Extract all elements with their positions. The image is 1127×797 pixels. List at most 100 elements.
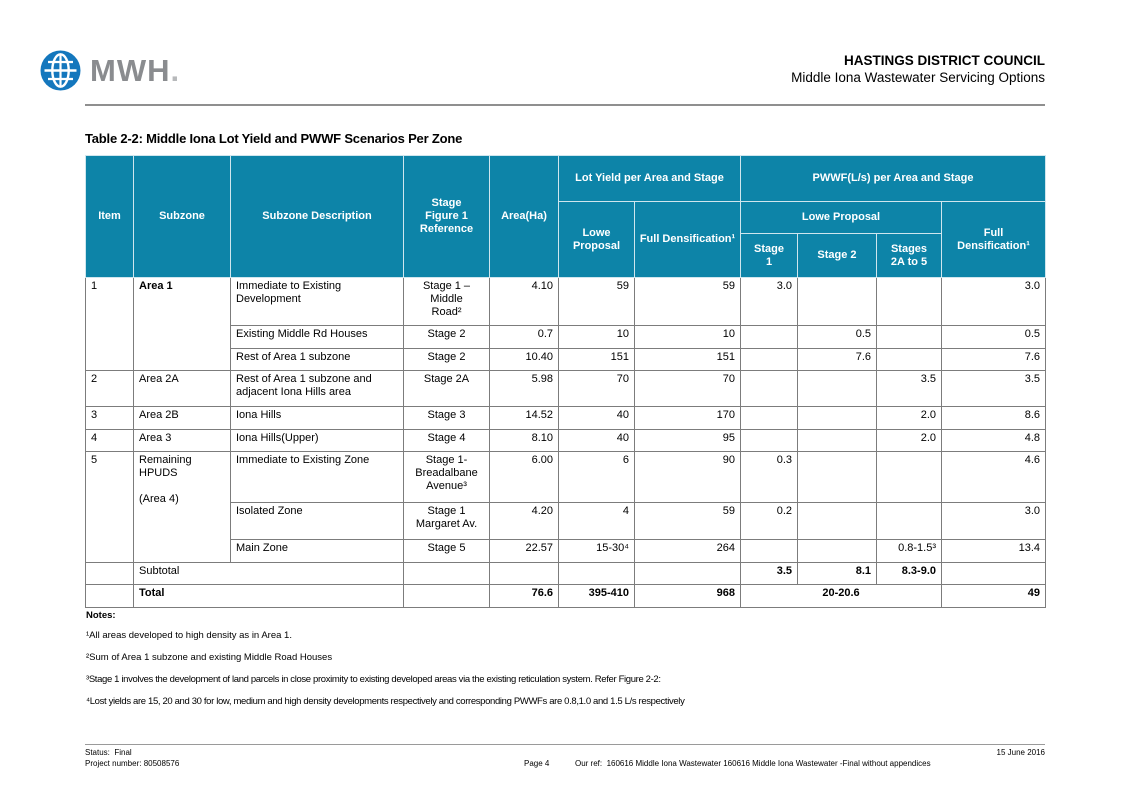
cell-pwwf-stage2 bbox=[797, 406, 877, 430]
table-row: Isolated Zone Stage 1 Margaret Av. 4.20 … bbox=[86, 502, 1047, 540]
cell-pwwf-stage1: 3.0 bbox=[740, 277, 798, 326]
col-stages-2a-5: Stages 2A to 5 bbox=[876, 233, 942, 278]
cell-subzone: Area 2B bbox=[133, 406, 231, 430]
cell-stage: Stage 3 bbox=[403, 406, 490, 430]
cell-stage bbox=[403, 562, 490, 585]
cell-area: 22.57 bbox=[489, 539, 559, 563]
cell-lot-full: 70 bbox=[634, 370, 741, 407]
cell-pwwf-full: 0.5 bbox=[940, 325, 1047, 349]
col-stage-2: Stage 2 bbox=[797, 233, 877, 278]
cell-description: Immediate to Existing Development bbox=[230, 277, 404, 326]
cell-description: Iona Hills bbox=[230, 406, 404, 430]
cell-pwwf-stage1 bbox=[740, 406, 798, 430]
mwh-logo: MWH. bbox=[40, 50, 180, 91]
document-title: Middle Iona Wastewater Servicing Options bbox=[791, 70, 1045, 85]
cell-stage: Stage 4 bbox=[403, 429, 490, 452]
logo-period: . bbox=[170, 52, 181, 88]
cell-stage: Stage 1 Margaret Av. bbox=[403, 502, 490, 540]
table-row: Existing Middle Rd Houses Stage 2 0.7 10… bbox=[86, 325, 1047, 349]
cell-pwwf-full: 7.6 bbox=[940, 348, 1047, 371]
cell-pwwf-stages2a5: 0.8-1.5³ bbox=[876, 539, 942, 563]
cell-lot-lowe bbox=[558, 562, 635, 585]
cell-description: Rest of Area 1 subzone and adjacent Iona… bbox=[230, 370, 404, 407]
subtotal-stage2: 8.1 bbox=[797, 562, 877, 585]
subtotal-full bbox=[940, 562, 1047, 585]
subtotal-stage1: 3.5 bbox=[740, 562, 798, 585]
cell-pwwf-stages2a5 bbox=[876, 451, 942, 503]
table-row: Rest of Area 1 subzone Stage 2 10.40 151… bbox=[86, 348, 1047, 371]
subtotal-row: Subtotal 3.5 8.1 8.3-9.0 bbox=[85, 562, 1047, 585]
header-row-1: Item Subzone Subzone Description Stage F… bbox=[85, 155, 1047, 278]
cell-area: 8.10 bbox=[489, 429, 559, 452]
footer-project-number: Project number: 80508576 bbox=[85, 759, 180, 768]
cell-description: Existing Middle Rd Houses bbox=[230, 325, 404, 349]
cell-pwwf-stage2 bbox=[797, 429, 877, 452]
total-pwwf-full: 49 bbox=[940, 584, 1047, 608]
header-divider bbox=[85, 104, 1045, 106]
logo-wordmark: MWH. bbox=[90, 51, 180, 91]
notes-section: Notes: ¹All areas developed to high dens… bbox=[86, 610, 1045, 718]
footer-our-ref: Our ref: 160616 Middle Iona Wastewater 1… bbox=[575, 759, 931, 768]
cell-lot-lowe: 10 bbox=[558, 325, 635, 349]
cell-area: 6.00 bbox=[489, 451, 559, 503]
cell-description: Iona Hills(Upper) bbox=[230, 429, 404, 452]
footer-date: 15 June 2016 bbox=[996, 748, 1046, 757]
col-pwwf-full-densification: Full Densification¹ bbox=[940, 201, 1047, 278]
col-subzone: Subzone bbox=[133, 155, 231, 278]
cell-pwwf-full: 3.0 bbox=[940, 277, 1047, 326]
cell-lot-full bbox=[634, 562, 741, 585]
cell-description: Isolated Zone bbox=[230, 502, 404, 540]
cell-area: 4.20 bbox=[489, 502, 559, 540]
cell-pwwf-full: 13.4 bbox=[940, 539, 1047, 563]
cell-pwwf-full: 3.0 bbox=[940, 502, 1047, 540]
cell-lot-full: 59 bbox=[634, 277, 741, 326]
cell-pwwf-full: 4.8 bbox=[940, 429, 1047, 452]
cell-pwwf-stage2: 7.6 bbox=[797, 348, 877, 371]
cell-pwwf-stage1: 0.3 bbox=[740, 451, 798, 503]
cell-subzone: Area 3 bbox=[133, 429, 231, 452]
cell-description: Immediate to Existing Zone bbox=[230, 451, 404, 503]
cell-lot-lowe: 15-30⁴ bbox=[558, 539, 635, 563]
footer-status: Status: Final bbox=[85, 748, 132, 757]
table-row: 1 Area 1 Immediate to Existing Developme… bbox=[85, 277, 1047, 371]
cell-lot-full: 170 bbox=[634, 406, 741, 430]
logo-text: MWH bbox=[90, 52, 171, 88]
note-3: ³Stage 1 involves the development of lan… bbox=[86, 674, 661, 685]
cell-stage bbox=[403, 584, 490, 608]
cell-stage: Stage 2 bbox=[403, 348, 490, 371]
cell-lot-full: 90 bbox=[634, 451, 741, 503]
cell-pwwf-stages2a5 bbox=[876, 348, 942, 371]
note-4: ⁴Lost yields are 15, 20 and 30 for low, … bbox=[86, 696, 685, 707]
cell-area: 14.52 bbox=[489, 406, 559, 430]
cell-lot-full: 10 bbox=[634, 325, 741, 349]
page-footer: Status: Final 15 June 2016 Project numbe… bbox=[85, 747, 1045, 769]
col-item: Item bbox=[85, 155, 134, 278]
cell-lot-lowe: 4 bbox=[558, 502, 635, 540]
cell-lot-full: 59 bbox=[634, 502, 741, 540]
cell-pwwf-stages2a5 bbox=[876, 277, 942, 326]
cell-lot-lowe: 59 bbox=[558, 277, 635, 326]
cell-item: 1 bbox=[85, 277, 134, 371]
table-row: Main Zone Stage 5 22.57 15-30⁴ 264 0.8-1… bbox=[86, 539, 1047, 563]
cell-area bbox=[489, 562, 559, 585]
cell-pwwf-stages2a5: 2.0 bbox=[876, 406, 942, 430]
cell-item: 2 bbox=[85, 370, 134, 407]
cell-pwwf-stage2 bbox=[797, 370, 877, 407]
header-titles: HASTINGS DISTRICT COUNCIL Middle Iona Wa… bbox=[791, 50, 1045, 86]
note-2: ²Sum of Area 1 subzone and existing Midd… bbox=[86, 652, 333, 663]
cell-item bbox=[85, 562, 134, 585]
cell-description: Main Zone bbox=[230, 539, 404, 563]
cell-pwwf-stage1 bbox=[740, 370, 798, 407]
cell-pwwf-stage1 bbox=[740, 429, 798, 452]
table-row: 4 Area 3 Iona Hills(Upper) Stage 4 8.10 … bbox=[85, 429, 1047, 452]
cell-lot-lowe: 70 bbox=[558, 370, 635, 407]
cell-pwwf-stage1 bbox=[740, 325, 798, 349]
table-row: 2 Area 2A Rest of Area 1 subzone and adj… bbox=[85, 370, 1047, 407]
cell-pwwf-stage1: 0.2 bbox=[740, 502, 798, 540]
col-area: Area(Ha) bbox=[489, 155, 559, 278]
cell-description: Rest of Area 1 subzone bbox=[230, 348, 404, 371]
cell-area: 0.7 bbox=[489, 325, 559, 349]
cell-pwwf-stages2a5: 2.0 bbox=[876, 429, 942, 452]
cell-subzone: Area 1 bbox=[133, 277, 231, 371]
header-row-3: Stage 1 Stage 2 Stages 2A to 5 bbox=[86, 233, 1046, 278]
